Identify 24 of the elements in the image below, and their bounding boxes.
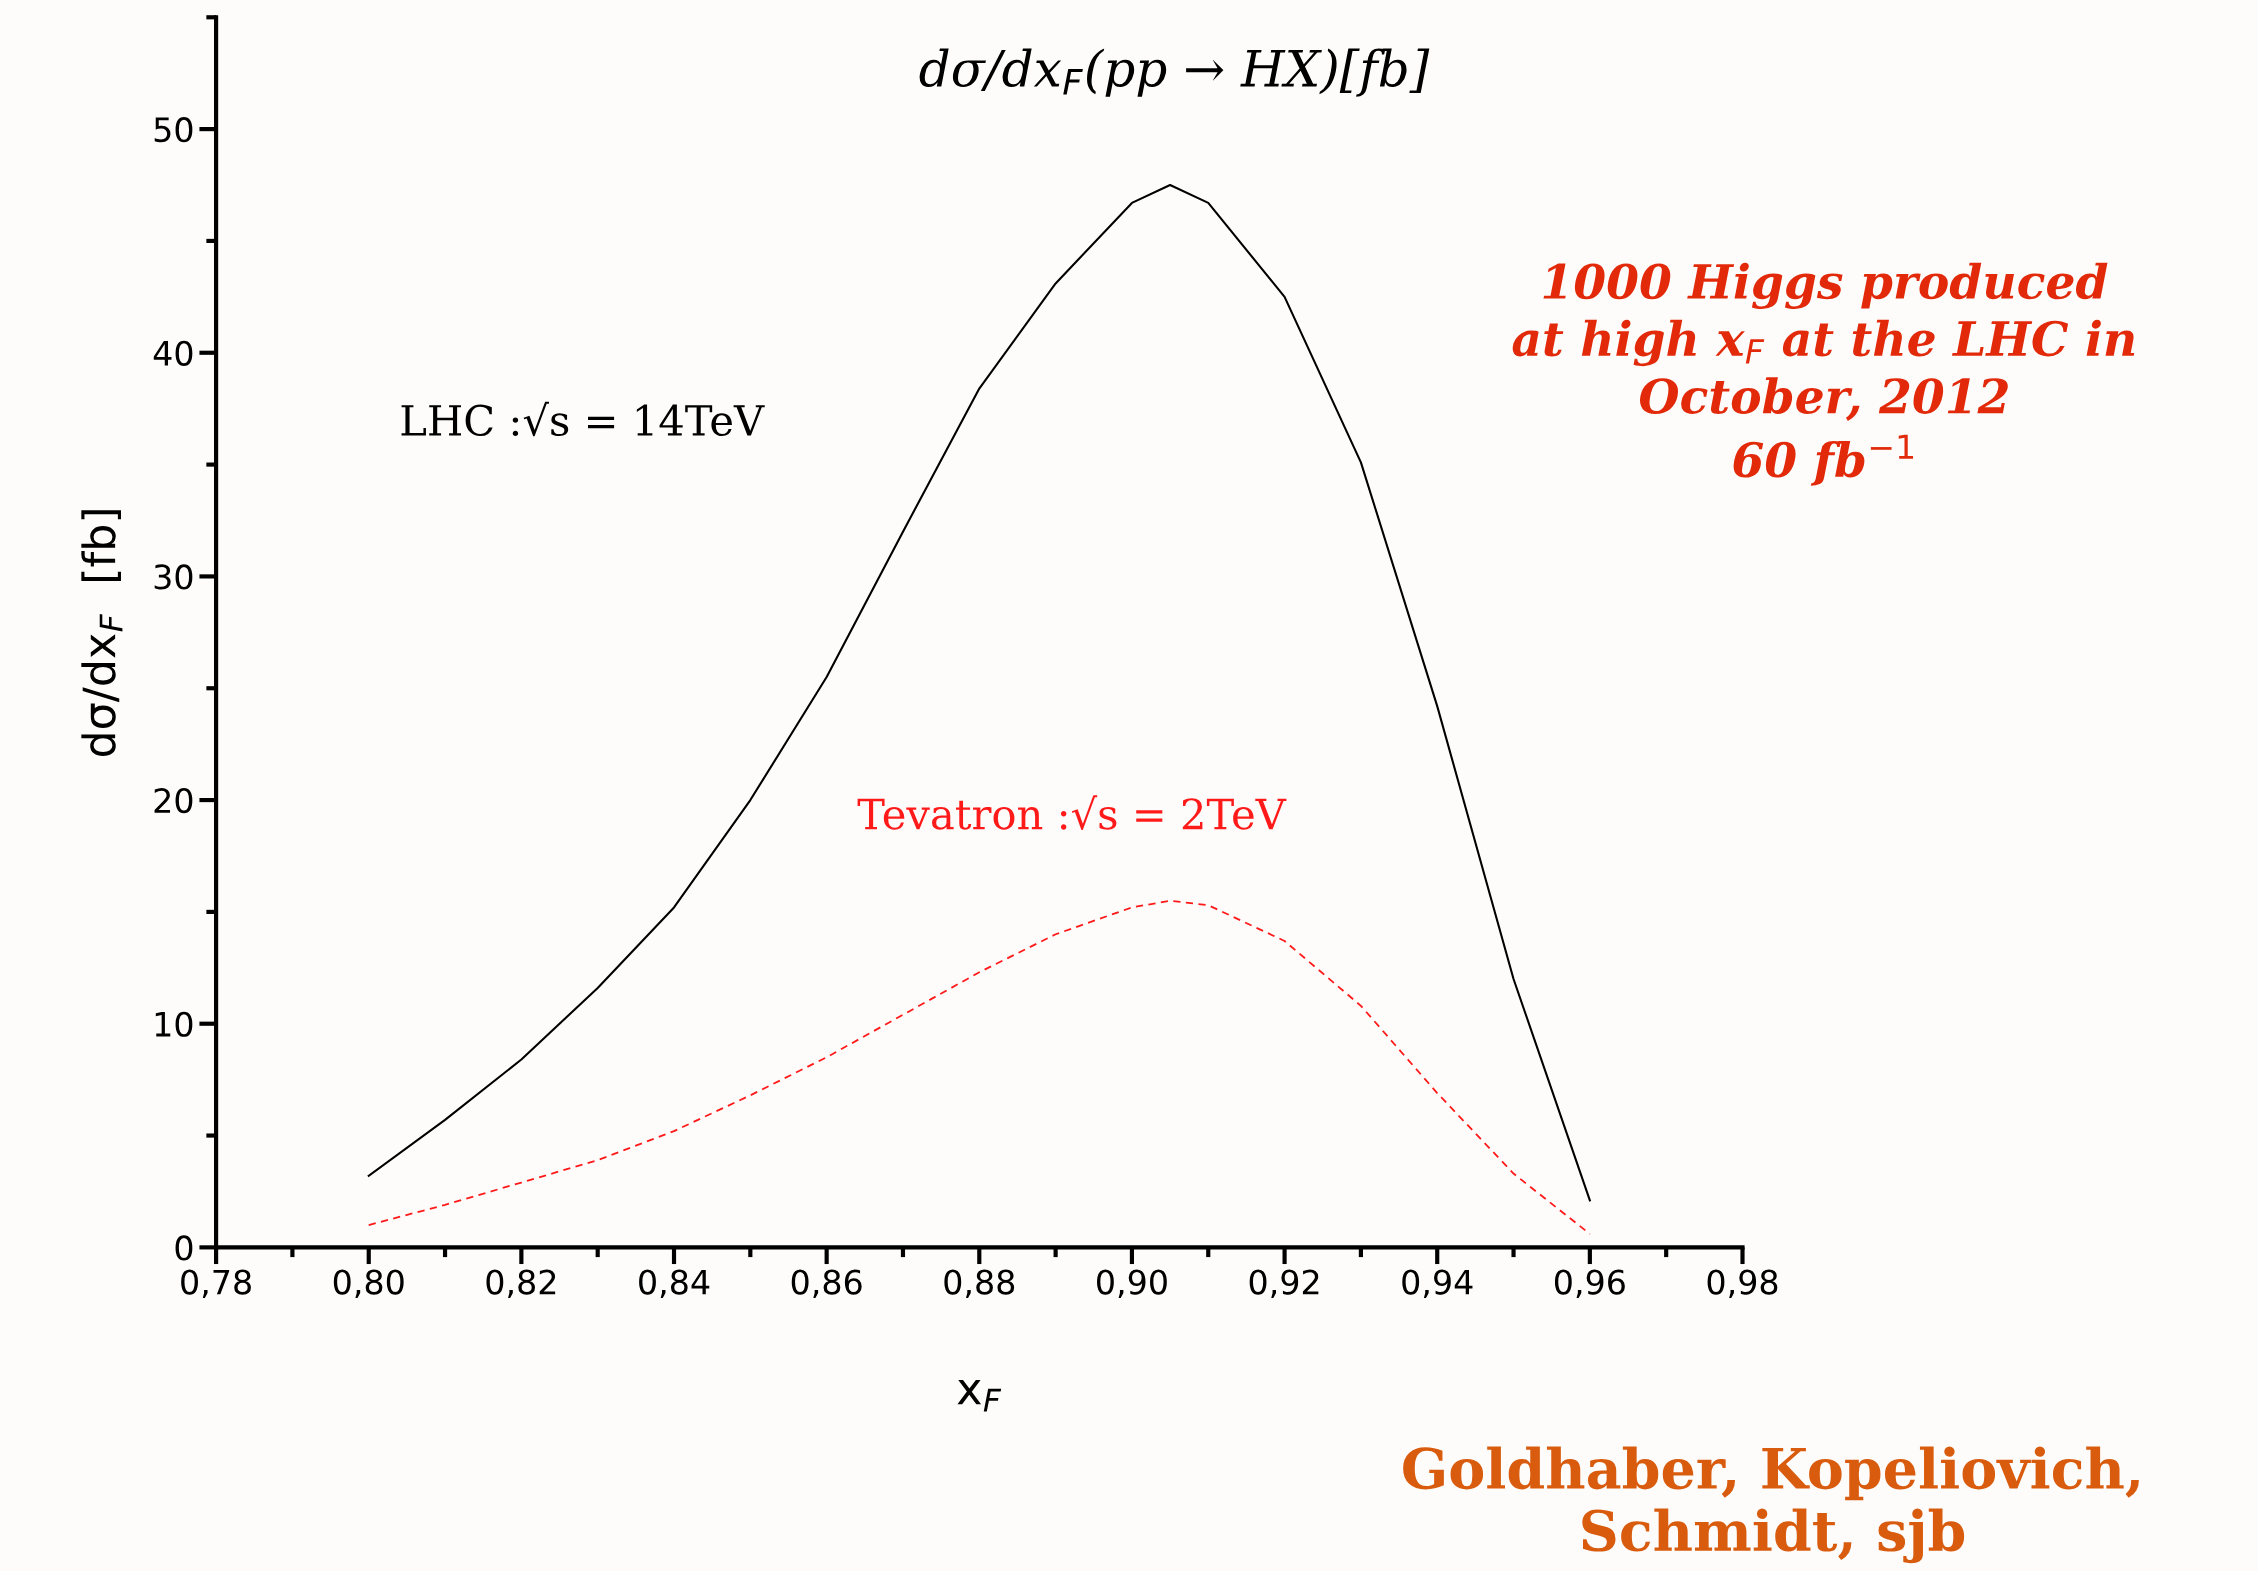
y-tick-label: 30 <box>154 564 193 590</box>
x-tick-label: 0,94 <box>1402 1269 1473 1299</box>
x-tick-label: 0,90 <box>1097 1269 1167 1299</box>
x-tick-label: 0,78 <box>181 1269 251 1299</box>
x-axis-title: x$_{F}$ <box>957 1379 1002 1412</box>
text: Goldhaber, Kopeliovich, Schmidt, sjb <box>1403 1446 2139 1564</box>
text: Tevatron :√s = 2TeV <box>857 795 1287 830</box>
text: LHC :√s = 14TeV <box>401 401 765 437</box>
annotation: 1000 Higgs produced at high x$_{F}$ at the LHC in October, 2012 60 fb$^{−1}$ <box>1512 262 2135 486</box>
x-tick-label: 0,92 <box>1249 1269 1319 1299</box>
y-tick-label: 20 <box>154 787 193 814</box>
x-tick-label: 0,86 <box>791 1269 862 1299</box>
y-tick-label: 10 <box>155 1011 193 1037</box>
y-tick-label: 40 <box>153 340 193 366</box>
text: dσ/dx$_{F}$(pp → HX)[fb] <box>919 48 1430 97</box>
x-tick-label: 0,96 <box>1554 1269 1625 1299</box>
x-tick-label: 0,88 <box>944 1269 1015 1299</box>
x-tick-label: 0,98 <box>1707 1269 1778 1299</box>
y-tick-label: 0 <box>175 1235 193 1261</box>
x-tick-label: 0,82 <box>486 1269 556 1299</box>
y-axis-title: dσ/dx$_{F}$ [fb] <box>81 510 123 757</box>
x-tick-label: 0,80 <box>333 1269 404 1299</box>
y-tick-label: 50 <box>154 117 193 143</box>
x-tick-label: 0,84 <box>639 1269 710 1299</box>
